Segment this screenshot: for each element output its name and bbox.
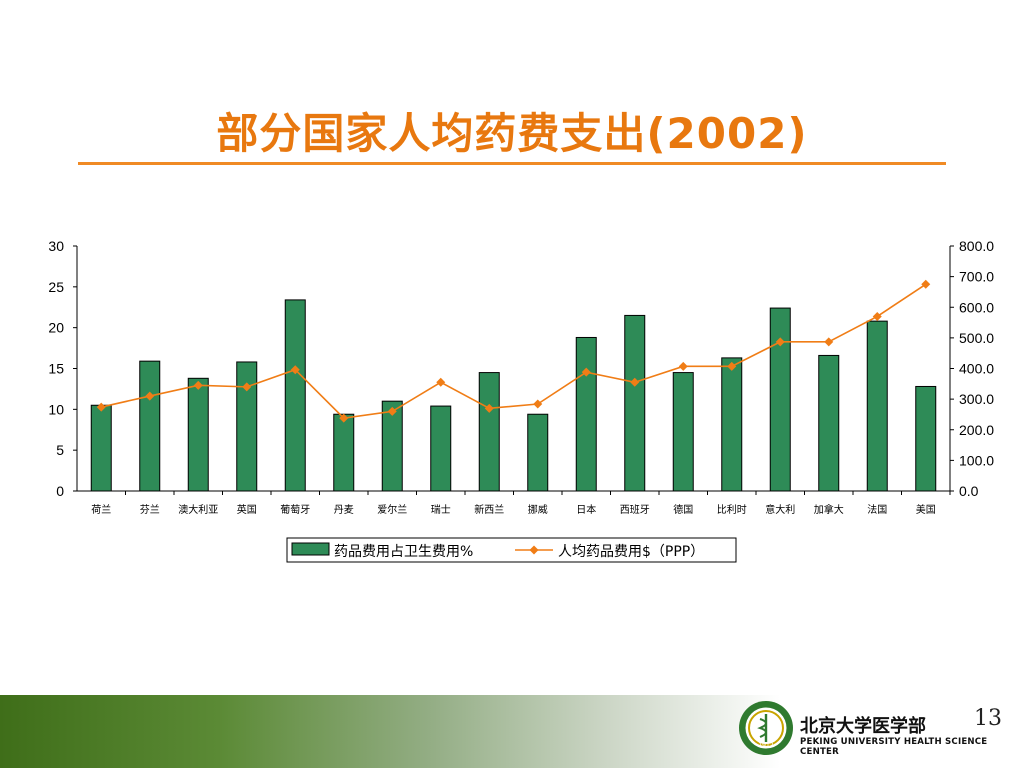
left-tick-label: 30 xyxy=(48,238,64,254)
bar xyxy=(624,314,646,492)
bar xyxy=(187,377,209,492)
bar xyxy=(527,413,549,492)
category-label: 丹麦 xyxy=(334,504,354,516)
line-marker xyxy=(872,311,882,321)
category-label: 芬兰 xyxy=(140,503,160,516)
bar xyxy=(381,400,403,492)
category-label: 意大利 xyxy=(765,503,795,516)
line-marker xyxy=(727,361,737,371)
legend-line-label: 人均药品费用$（PPP） xyxy=(558,544,704,560)
category-label: 西班牙 xyxy=(620,504,650,516)
line-marker xyxy=(436,377,446,387)
category-label: 挪威 xyxy=(528,503,548,516)
bar-series xyxy=(90,299,937,492)
category-label: 英国 xyxy=(237,503,257,516)
line-marker xyxy=(824,337,834,347)
line-marker xyxy=(484,403,494,413)
bar xyxy=(284,299,306,492)
page-number: 13 xyxy=(974,706,1002,731)
logo-year: 1912 xyxy=(758,742,773,749)
line-path xyxy=(101,283,927,419)
legend: 药品费用占卫生费用% 人均药品费用$（PPP） xyxy=(286,537,737,563)
right-tick-label: 700.0 xyxy=(959,269,994,285)
bar xyxy=(866,320,888,492)
right-tick-label: 500.0 xyxy=(959,330,994,346)
left-axis-ticks: 0 5 10 15 20 25 30 xyxy=(48,238,77,499)
category-label: 德国 xyxy=(673,503,693,516)
university-seal-icon: 1912 xyxy=(739,701,793,755)
bar xyxy=(575,336,597,492)
right-tick-label: 600.0 xyxy=(959,299,994,315)
right-tick-label: 800.0 xyxy=(959,238,994,254)
bar xyxy=(672,372,694,492)
category-label: 葡萄牙 xyxy=(280,503,310,516)
line-marker xyxy=(630,377,640,387)
line-marker xyxy=(581,367,591,377)
line-marker xyxy=(775,337,785,347)
category-label: 日本 xyxy=(576,503,596,516)
left-tick-label: 15 xyxy=(48,361,64,377)
left-tick-label: 0 xyxy=(56,483,64,499)
category-label: 澳大利亚 xyxy=(178,503,218,516)
left-tick-label: 20 xyxy=(48,320,64,336)
bar xyxy=(818,354,840,492)
bar xyxy=(333,413,355,492)
bar xyxy=(915,385,937,492)
left-tick-label: 25 xyxy=(48,279,64,295)
line-marker xyxy=(193,380,203,390)
bar xyxy=(430,405,452,492)
bar xyxy=(769,307,791,492)
legend-bar-label: 药品费用占卫生费用% xyxy=(334,544,473,560)
right-tick-label: 300.0 xyxy=(959,391,994,407)
category-label: 美国 xyxy=(916,503,936,516)
category-label: 爱尔兰 xyxy=(377,503,407,516)
bar xyxy=(236,361,258,492)
category-label: 瑞士 xyxy=(431,503,451,516)
category-label: 荷兰 xyxy=(91,503,111,516)
right-tick-label: 0.0 xyxy=(959,483,979,499)
right-tick-label: 400.0 xyxy=(959,361,994,377)
legend-bar-swatch xyxy=(291,542,330,556)
title-underline xyxy=(78,162,946,165)
right-tick-label: 100.0 xyxy=(959,452,994,468)
category-label: 法国 xyxy=(867,503,887,516)
line-marker xyxy=(96,402,106,412)
bar xyxy=(478,372,500,492)
line-marker xyxy=(145,391,155,401)
category-label: 加拿大 xyxy=(814,503,844,516)
institution-name-cn: 北京大学医学部 xyxy=(800,716,926,737)
line-marker xyxy=(387,406,397,416)
right-tick-label: 200.0 xyxy=(959,422,994,438)
line-marker xyxy=(242,382,252,392)
left-tick-label: 10 xyxy=(48,401,64,417)
right-axis-ticks: 0.0 100.0 200.0 300.0 400.0 500.0 600.0 700.0 80… xyxy=(950,238,994,499)
line-marker xyxy=(339,413,349,423)
legend-line-marker xyxy=(529,545,539,555)
line-marker xyxy=(533,399,543,409)
line-marker xyxy=(921,279,931,289)
line-series xyxy=(96,279,931,423)
bar xyxy=(721,357,743,492)
slide-title: 部分国家人均药费支出(2002) xyxy=(216,109,808,158)
institution-name-en: PEKING UNIVERSITY HEALTH SCIENCE CENTER xyxy=(800,737,988,757)
bar xyxy=(90,404,112,492)
line-marker xyxy=(678,361,688,371)
left-tick-label: 5 xyxy=(56,442,64,458)
footer-gradient-band xyxy=(0,695,780,768)
category-labels: 荷兰 芬兰 澳大利亚 英国 葡萄牙 丹麦 爱尔兰 瑞士 新西兰 挪威 日本 西班牙 德国 比利时 意大利 加拿… xyxy=(91,491,951,516)
legend-box xyxy=(286,537,737,563)
bar xyxy=(139,360,161,492)
category-label: 比利时 xyxy=(717,504,747,516)
category-label: 新西兰 xyxy=(474,503,504,516)
line-marker xyxy=(290,365,300,375)
